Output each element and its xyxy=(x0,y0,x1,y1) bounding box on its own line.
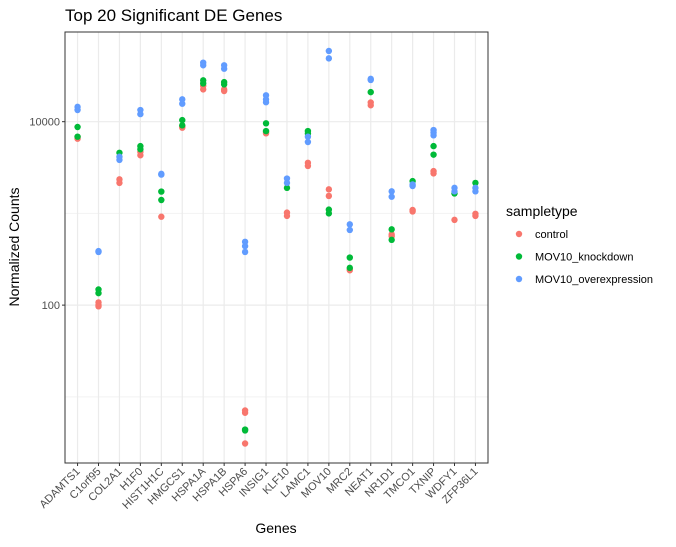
data-point-mov10-overexpression xyxy=(325,55,333,62)
data-point-mov10-knockdown xyxy=(346,254,353,261)
y-tick-label: 10000 xyxy=(29,117,60,129)
data-point-mov10-overexpression xyxy=(158,171,165,178)
data-point-control xyxy=(451,216,458,224)
data-point-mov10-overexpression xyxy=(200,62,207,69)
plot-panel-border xyxy=(64,31,489,464)
data-point-mov10-overexpression xyxy=(304,138,312,146)
data-point-control xyxy=(304,162,312,170)
plot-panel-background xyxy=(65,32,488,463)
data-point-control xyxy=(325,192,333,200)
data-point-mov10-knockdown xyxy=(179,116,186,124)
data-point-mov10-overexpression xyxy=(283,179,291,187)
data-point-mov10-knockdown xyxy=(200,80,207,87)
data-point-mov10-knockdown xyxy=(95,289,102,297)
data-point-mov10-overexpression xyxy=(346,221,353,228)
data-point-mov10-overexpression xyxy=(220,65,228,72)
data-point-mov10-overexpression xyxy=(451,188,458,195)
data-point-mov10-knockdown xyxy=(430,142,437,150)
data-point-mov10-knockdown xyxy=(388,226,395,233)
data-point-mov10-knockdown xyxy=(262,120,270,127)
data-point-control xyxy=(220,86,228,93)
data-point-mov10-overexpression xyxy=(472,188,479,195)
data-point-control xyxy=(367,102,374,109)
data-point-mov10-knockdown xyxy=(220,81,228,88)
data-point-control xyxy=(137,152,144,159)
data-point-mov10-knockdown xyxy=(283,184,291,192)
data-point-control xyxy=(116,179,123,187)
y-axis-ticks: 100 10000 xyxy=(29,117,65,312)
data-point-control xyxy=(388,231,395,238)
data-point-mov10-knockdown xyxy=(430,151,437,158)
data-point-mov10-overexpression xyxy=(137,110,144,118)
legend-key-mov10-knockdown xyxy=(515,253,523,260)
data-point-mov10-knockdown xyxy=(367,88,374,96)
data-point-mov10-knockdown xyxy=(262,127,270,135)
data-point-control xyxy=(158,213,165,220)
data-point-mov10-overexpression xyxy=(241,242,249,250)
y-axis-title: Normalized Counts xyxy=(6,187,22,306)
data-point-control xyxy=(472,212,479,220)
data-point-mov10-overexpression xyxy=(367,76,374,84)
legend: sampletype control MOV10_knockdown MOV10_o… xyxy=(506,203,653,286)
data-point-mov10-overexpression xyxy=(283,175,291,182)
data-point-mov10-knockdown xyxy=(325,210,333,217)
data-point-mov10-knockdown xyxy=(388,236,395,244)
data-points xyxy=(74,47,479,447)
data-point-mov10-knockdown xyxy=(241,427,249,434)
data-point-mov10-knockdown xyxy=(137,146,144,153)
data-point-mov10-knockdown xyxy=(472,179,479,187)
data-point-mov10-knockdown xyxy=(158,188,165,195)
data-point-mov10-knockdown xyxy=(346,264,353,272)
legend-label: MOV10_overexpression xyxy=(535,274,653,286)
data-point-mov10-overexpression xyxy=(430,132,437,139)
legend-key-control xyxy=(515,230,523,238)
data-point-mov10-knockdown xyxy=(74,133,81,140)
data-point-mov10-knockdown xyxy=(74,123,81,131)
data-point-mov10-overexpression xyxy=(388,193,395,200)
data-point-control xyxy=(241,440,249,447)
data-point-mov10-overexpression xyxy=(116,156,123,164)
x-axis-title: Genes xyxy=(255,520,296,536)
legend-title: sampletype xyxy=(506,203,578,219)
data-point-control xyxy=(430,170,437,177)
data-point-mov10-overexpression xyxy=(74,106,81,114)
data-point-mov10-overexpression xyxy=(304,133,312,140)
data-point-control xyxy=(283,212,291,220)
data-point-mov10-overexpression xyxy=(388,188,395,195)
data-point-mov10-overexpression xyxy=(95,248,102,256)
data-point-mov10-overexpression xyxy=(346,226,353,234)
data-point-mov10-overexpression xyxy=(241,248,249,256)
data-point-mov10-overexpression xyxy=(409,182,416,190)
data-point-control xyxy=(409,208,416,215)
data-point-mov10-overexpression xyxy=(325,47,333,55)
data-point-mov10-overexpression xyxy=(179,100,186,107)
data-point-control xyxy=(95,303,102,310)
legend-label: control xyxy=(535,229,568,241)
data-point-control xyxy=(325,186,333,193)
legend-label: MOV10_knockdown xyxy=(535,252,633,264)
data-point-mov10-knockdown xyxy=(158,196,165,204)
data-point-control xyxy=(241,409,249,416)
data-point-mov10-overexpression xyxy=(262,99,270,106)
chart-title: Top 20 Significant DE Genes xyxy=(65,6,282,25)
x-axis-ticks: ADAMTS1C1orf95COL2A1H1F0HIST1H1CHMGCS1HS… xyxy=(37,463,481,512)
data-point-mov10-knockdown xyxy=(179,122,186,129)
y-tick-label: 100 xyxy=(42,300,60,312)
legend-key-mov10-overexpression xyxy=(515,275,523,283)
